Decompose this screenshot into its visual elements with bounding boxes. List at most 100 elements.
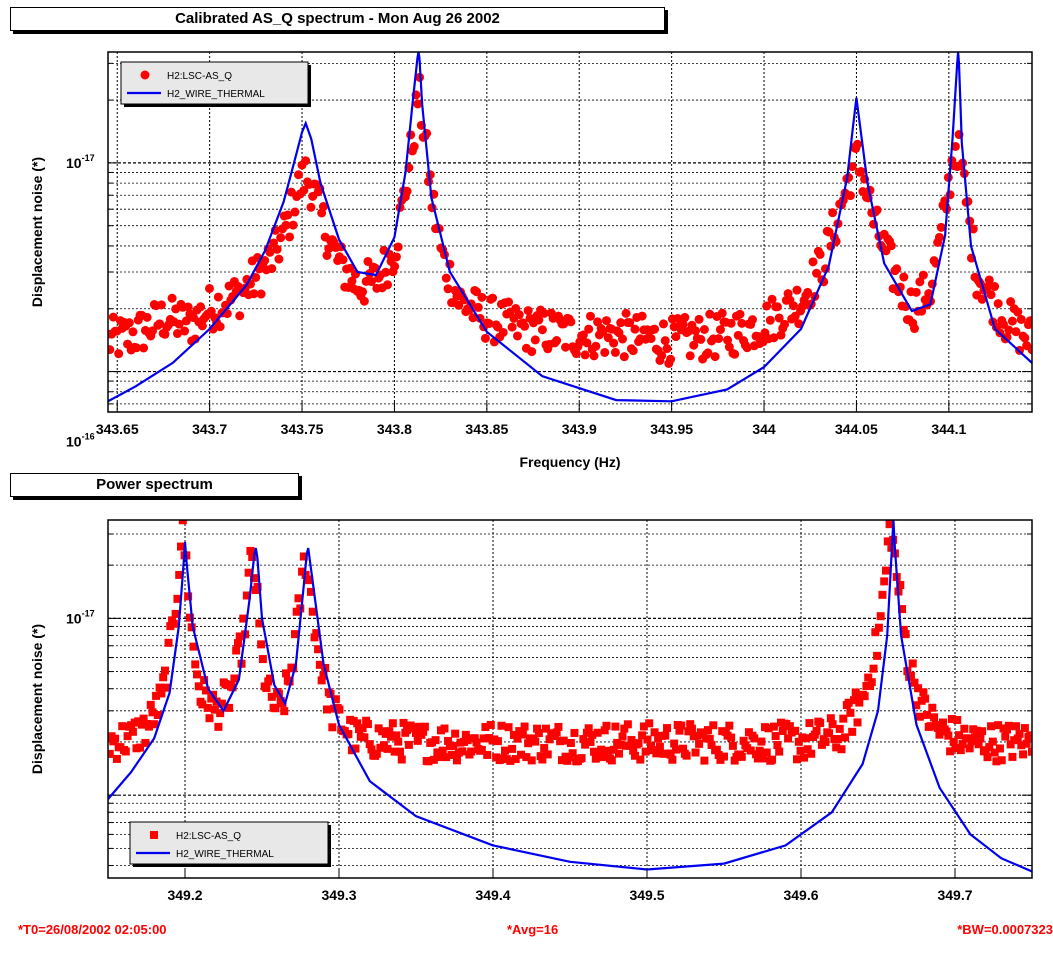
data-point	[791, 726, 800, 735]
data-point	[670, 739, 679, 748]
data-point	[391, 252, 401, 262]
data-point	[524, 739, 533, 748]
data-point	[167, 293, 177, 303]
data-point	[807, 749, 816, 758]
data-point	[712, 745, 721, 754]
data-point	[139, 343, 149, 353]
data-point	[344, 729, 353, 738]
data-point	[272, 244, 282, 254]
data-point	[1011, 327, 1021, 337]
data-point	[506, 756, 515, 765]
data-point	[308, 607, 317, 616]
data-point	[746, 746, 755, 755]
data-point	[191, 660, 200, 669]
data-point	[906, 671, 915, 680]
data-point	[159, 673, 168, 682]
data-point	[285, 232, 295, 242]
data-point	[480, 333, 490, 343]
legend-label: H2_WIRE_THERMAL	[167, 89, 265, 100]
data-point	[993, 299, 1003, 309]
y-axis-label: Displacement noise (*)	[29, 624, 45, 774]
data-point	[874, 623, 883, 632]
x-tick-label: 349.6	[783, 887, 818, 903]
data-point	[146, 700, 155, 709]
data-point	[274, 254, 284, 264]
data-point	[128, 727, 137, 736]
data-point	[660, 336, 670, 346]
data-point	[919, 688, 928, 697]
data-point	[310, 633, 319, 642]
data-point	[409, 142, 419, 152]
data-point	[108, 345, 115, 355]
data-point	[441, 273, 451, 283]
data-point	[554, 722, 563, 731]
data-point	[883, 537, 892, 546]
data-point	[946, 747, 955, 756]
data-point	[1020, 333, 1030, 343]
data-point	[666, 354, 676, 364]
legend-label: H2_WIRE_THERMAL	[176, 849, 274, 860]
data-point	[174, 319, 184, 329]
data-point	[912, 701, 921, 710]
data-point	[958, 740, 967, 749]
data-point	[885, 520, 894, 529]
series-line-H2_WIRE_THERMAL	[108, 52, 1032, 403]
data-point	[248, 553, 257, 562]
data-point	[1004, 325, 1014, 335]
data-point	[930, 713, 939, 722]
data-point	[805, 719, 814, 728]
data-point	[260, 256, 270, 266]
data-point	[255, 619, 264, 628]
data-point	[185, 613, 194, 622]
data-point	[545, 735, 554, 744]
data-point	[301, 156, 311, 166]
data-point	[419, 727, 428, 736]
x-tick-label: 344.05	[835, 421, 878, 437]
data-point	[784, 734, 793, 743]
data-point	[582, 728, 591, 737]
data-point	[280, 707, 289, 716]
data-point	[621, 308, 631, 318]
data-point	[472, 738, 481, 747]
data-point	[935, 730, 944, 739]
data-point	[1006, 740, 1015, 749]
data-point	[586, 738, 595, 747]
data-point	[600, 726, 609, 735]
data-point	[630, 324, 640, 334]
data-point	[1008, 752, 1017, 761]
data-point	[851, 688, 860, 697]
data-point	[559, 736, 568, 745]
data-point	[899, 272, 909, 282]
data-point	[873, 651, 882, 660]
data-point	[899, 625, 908, 634]
data-point	[1019, 750, 1028, 759]
data-point	[451, 729, 460, 738]
data-point	[639, 722, 648, 731]
data-point	[715, 325, 725, 335]
data-point	[328, 723, 337, 732]
data-point	[800, 753, 809, 762]
y-tick-label: 10-17	[66, 153, 95, 171]
data-point	[598, 753, 607, 762]
data-point	[217, 699, 226, 708]
x-tick-label: 344.1	[931, 421, 966, 437]
data-point	[593, 317, 603, 327]
footer-bw: *BW=0.0007323	[957, 922, 1053, 937]
data-point	[443, 284, 453, 294]
data-point	[314, 645, 323, 654]
data-point	[915, 277, 925, 287]
x-tick-label: 343.75	[281, 421, 324, 437]
data-point	[898, 605, 907, 614]
data-point	[285, 677, 294, 686]
y-tick-label: 10-17	[66, 608, 95, 626]
data-point	[442, 753, 451, 762]
data-point	[956, 746, 965, 755]
data-point	[534, 315, 544, 325]
data-point	[196, 302, 206, 312]
data-point	[922, 710, 931, 719]
data-point	[403, 725, 412, 734]
data-point	[176, 542, 185, 551]
data-point	[210, 705, 219, 714]
data-point	[1013, 734, 1022, 743]
data-point	[493, 737, 502, 746]
